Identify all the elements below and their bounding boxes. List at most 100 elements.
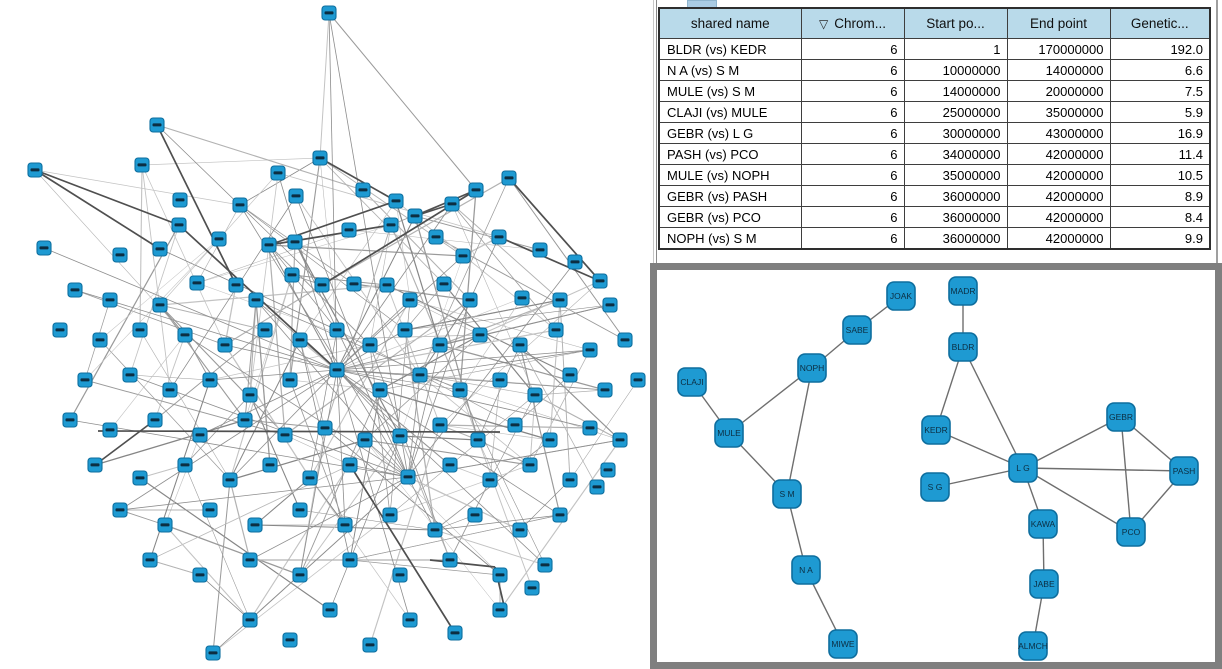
table-cell[interactable]: 6: [800, 143, 905, 165]
graph-node-label: [245, 618, 255, 622]
table-cell[interactable]: 6: [800, 80, 905, 102]
table-cell[interactable]: 8.9: [1109, 185, 1211, 207]
column-header-start-position[interactable]: Start po...: [903, 7, 1008, 39]
hub-edge: [212, 476, 409, 654]
table-row[interactable]: GEBR (vs) PCO 6 36000000 42000000 8.4: [658, 206, 1211, 228]
graph-node-bldr[interactable]: [948, 332, 978, 362]
table-cell[interactable]: 192.0: [1109, 38, 1211, 60]
table-cell[interactable]: 6.6: [1109, 59, 1211, 81]
graph-edge: [324, 224, 392, 429]
table-cell[interactable]: 11.4: [1109, 143, 1211, 165]
graph-node-label: N A: [799, 565, 813, 575]
graph-node-almch[interactable]: [1018, 631, 1048, 661]
table-cell[interactable]: 7.5: [1109, 80, 1211, 102]
table-cell[interactable]: 14000000: [1006, 59, 1111, 81]
table-cell[interactable]: CLAJI (vs) MULE: [658, 101, 802, 123]
column-header-chromosome[interactable]: ▽ Chrom...: [800, 7, 905, 39]
graph-node-label: S M: [779, 489, 794, 499]
table-cell[interactable]: 42000000: [1006, 227, 1111, 250]
table-scrollbar-track[interactable]: [1216, 0, 1218, 263]
table-cell[interactable]: MULE (vs) S M: [658, 80, 802, 102]
graph-node-n-a[interactable]: [791, 555, 821, 585]
graph-node-jabe[interactable]: [1029, 569, 1059, 599]
graph-node-joak[interactable]: [886, 281, 916, 311]
graph-node-kedr[interactable]: [921, 415, 951, 445]
graph-node-noph[interactable]: [797, 353, 827, 383]
table-row[interactable]: GEBR (vs) L G 6 30000000 43000000 16.9: [658, 122, 1211, 144]
graph-node-kawa[interactable]: [1028, 509, 1058, 539]
table-cell[interactable]: 6: [800, 38, 905, 60]
graph-node-claji[interactable]: [677, 367, 707, 397]
graph-node-label: [551, 328, 561, 332]
table-cell[interactable]: 36000000: [903, 185, 1008, 207]
table-cell[interactable]: 35000000: [903, 164, 1008, 186]
table-row[interactable]: GEBR (vs) PASH 6 36000000 42000000 8.9: [658, 185, 1211, 207]
table-cell[interactable]: 170000000: [1006, 38, 1111, 60]
table-cell[interactable]: 42000000: [1006, 185, 1111, 207]
table-cell[interactable]: 30000000: [903, 122, 1008, 144]
table-row[interactable]: MULE (vs) S M 6 14000000 20000000 7.5: [658, 80, 1211, 102]
graph-node-l-g[interactable]: [1008, 453, 1038, 483]
graph-node-gebr[interactable]: [1106, 402, 1136, 432]
table-cell[interactable]: 16.9: [1109, 122, 1211, 144]
table-cell[interactable]: 36000000: [903, 206, 1008, 228]
table-cell[interactable]: 10.5: [1109, 164, 1211, 186]
table-cell[interactable]: 6: [800, 164, 905, 186]
graph-node-s-m[interactable]: [772, 479, 802, 509]
table-cell[interactable]: 42000000: [1006, 143, 1111, 165]
table-tab-stub[interactable]: [687, 0, 717, 7]
graph-node-mule[interactable]: [714, 418, 744, 448]
table-row[interactable]: MULE (vs) NOPH 6 35000000 42000000 10.5: [658, 164, 1211, 186]
graph-node-miwe[interactable]: [828, 629, 858, 659]
graph-edge: [569, 379, 639, 481]
table-cell[interactable]: MULE (vs) NOPH: [658, 164, 802, 186]
table-cell[interactable]: N A (vs) S M: [658, 59, 802, 81]
column-header-genetic[interactable]: Genetic...: [1109, 7, 1211, 39]
graph-node-sabe[interactable]: [842, 315, 872, 345]
table-cell[interactable]: 6: [800, 122, 905, 144]
column-header-end-point[interactable]: End point: [1006, 7, 1111, 39]
table-cell[interactable]: 43000000: [1006, 122, 1111, 144]
table-cell[interactable]: 25000000: [903, 101, 1008, 123]
table-cell[interactable]: 9.9: [1109, 227, 1211, 250]
table-cell[interactable]: 34000000: [903, 143, 1008, 165]
table-cell[interactable]: 6: [800, 101, 905, 123]
graph-node-pco[interactable]: [1116, 517, 1146, 547]
table-row[interactable]: PASH (vs) PCO 6 34000000 42000000 11.4: [658, 143, 1211, 165]
table-cell[interactable]: 42000000: [1006, 206, 1111, 228]
table-cell[interactable]: 36000000: [903, 227, 1008, 250]
graph-node-label: [205, 378, 215, 382]
hub-edge: [249, 476, 409, 561]
table-row[interactable]: NOPH (vs) S M 6 36000000 42000000 9.9: [658, 227, 1211, 250]
table-cell[interactable]: GEBR (vs) PCO: [658, 206, 802, 228]
table-cell[interactable]: NOPH (vs) S M: [658, 227, 802, 250]
graph-node-label: KEDR: [924, 425, 948, 435]
graph-node-madr[interactable]: [948, 276, 978, 306]
table-cell[interactable]: GEBR (vs) L G: [658, 122, 802, 144]
table-cell[interactable]: BLDR (vs) KEDR: [658, 38, 802, 60]
sort-descending-icon[interactable]: ▽: [819, 17, 829, 31]
graph-edge: [224, 344, 311, 479]
table-cell[interactable]: 6: [800, 185, 905, 207]
table-row[interactable]: CLAJI (vs) MULE 6 25000000 35000000 5.9: [658, 101, 1211, 123]
table-cell[interactable]: 35000000: [1006, 101, 1111, 123]
graph-node-pash[interactable]: [1169, 456, 1199, 486]
column-header-shared-name[interactable]: shared name: [658, 7, 802, 39]
graph-node-label: [205, 508, 215, 512]
table-cell[interactable]: 1: [903, 38, 1008, 60]
table-cell[interactable]: PASH (vs) PCO: [658, 143, 802, 165]
table-row[interactable]: BLDR (vs) KEDR 6 1 170000000 192.0: [658, 38, 1211, 60]
table-cell[interactable]: 6: [800, 59, 905, 81]
table-cell[interactable]: 6: [800, 227, 905, 250]
table-cell[interactable]: 10000000: [903, 59, 1008, 81]
table-row[interactable]: N A (vs) S M 6 10000000 14000000 6.6: [658, 59, 1211, 81]
table-cell[interactable]: 42000000: [1006, 164, 1111, 186]
table-cell[interactable]: 20000000: [1006, 80, 1111, 102]
table-cell[interactable]: 6: [800, 206, 905, 228]
table-cell[interactable]: 5.9: [1109, 101, 1211, 123]
table-cell[interactable]: GEBR (vs) PASH: [658, 185, 802, 207]
graph-node-s-g[interactable]: [920, 472, 950, 502]
table-cell[interactable]: 8.4: [1109, 206, 1211, 228]
table-cell[interactable]: 14000000: [903, 80, 1008, 102]
graph-edge: [459, 189, 477, 391]
